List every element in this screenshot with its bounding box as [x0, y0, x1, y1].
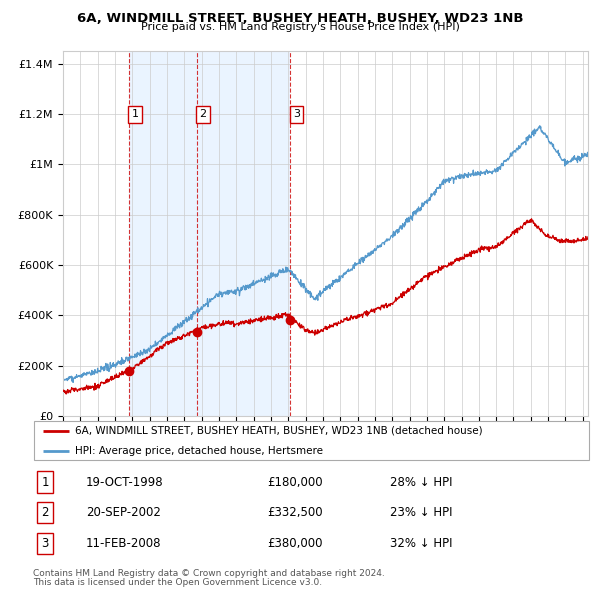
Text: 1: 1: [131, 109, 139, 119]
Text: 28% ↓ HPI: 28% ↓ HPI: [390, 476, 452, 489]
Text: £180,000: £180,000: [268, 476, 323, 489]
Text: 23% ↓ HPI: 23% ↓ HPI: [390, 506, 452, 519]
Text: 6A, WINDMILL STREET, BUSHEY HEATH, BUSHEY, WD23 1NB (detached house): 6A, WINDMILL STREET, BUSHEY HEATH, BUSHE…: [75, 426, 482, 436]
Text: Price paid vs. HM Land Registry's House Price Index (HPI): Price paid vs. HM Land Registry's House …: [140, 22, 460, 32]
Text: 20-SEP-2002: 20-SEP-2002: [86, 506, 161, 519]
Text: £380,000: £380,000: [268, 537, 323, 550]
Text: 3: 3: [293, 109, 300, 119]
Text: 6A, WINDMILL STREET, BUSHEY HEATH, BUSHEY, WD23 1NB: 6A, WINDMILL STREET, BUSHEY HEATH, BUSHE…: [77, 12, 523, 25]
Text: This data is licensed under the Open Government Licence v3.0.: This data is licensed under the Open Gov…: [33, 578, 322, 587]
Text: HPI: Average price, detached house, Hertsmere: HPI: Average price, detached house, Hert…: [75, 446, 323, 455]
Text: 1: 1: [41, 476, 49, 489]
Text: 11-FEB-2008: 11-FEB-2008: [86, 537, 161, 550]
Bar: [129, 51, 290, 416]
Text: 2: 2: [199, 109, 206, 119]
Text: Contains HM Land Registry data © Crown copyright and database right 2024.: Contains HM Land Registry data © Crown c…: [33, 569, 385, 578]
FancyBboxPatch shape: [34, 421, 589, 460]
Text: 32% ↓ HPI: 32% ↓ HPI: [390, 537, 452, 550]
Text: 2: 2: [41, 506, 49, 519]
Text: 3: 3: [41, 537, 49, 550]
Text: 19-OCT-1998: 19-OCT-1998: [86, 476, 164, 489]
Text: £332,500: £332,500: [268, 506, 323, 519]
